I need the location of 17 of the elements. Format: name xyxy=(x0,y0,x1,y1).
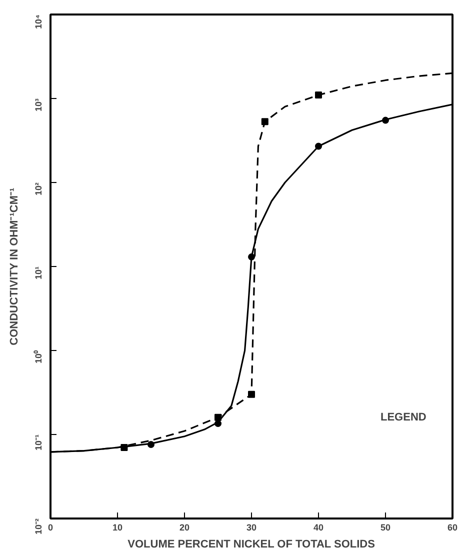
y-tick-label: 10¹ xyxy=(34,266,44,280)
y-axis-title: CONDUCTIVITY IN OHM⁻¹CM⁻¹ xyxy=(8,188,20,346)
y-tick-label: 10² xyxy=(34,182,44,196)
y-tick-label: 10⁻¹ xyxy=(34,434,44,451)
y-tick-label: 10³ xyxy=(34,98,44,112)
x-axis-title: VOLUME PERCENT NICKEL OF TOTAL SOLIDS xyxy=(128,538,375,550)
x-tick-label: 0 xyxy=(48,522,54,532)
legend-title: LEGEND xyxy=(380,412,426,424)
x-tick-label: 10 xyxy=(112,522,123,532)
x-tick-label: 60 xyxy=(447,522,458,532)
y-tick-label: 10⁴ xyxy=(34,14,44,29)
x-tick-label: 40 xyxy=(313,522,324,532)
x-tick-label: 50 xyxy=(380,522,391,532)
y-tick-label: 10⁰ xyxy=(34,350,44,364)
x-tick-label: 30 xyxy=(246,522,257,532)
y-tick-label: 10⁻² xyxy=(34,518,44,535)
x-tick-label: 20 xyxy=(179,522,190,532)
